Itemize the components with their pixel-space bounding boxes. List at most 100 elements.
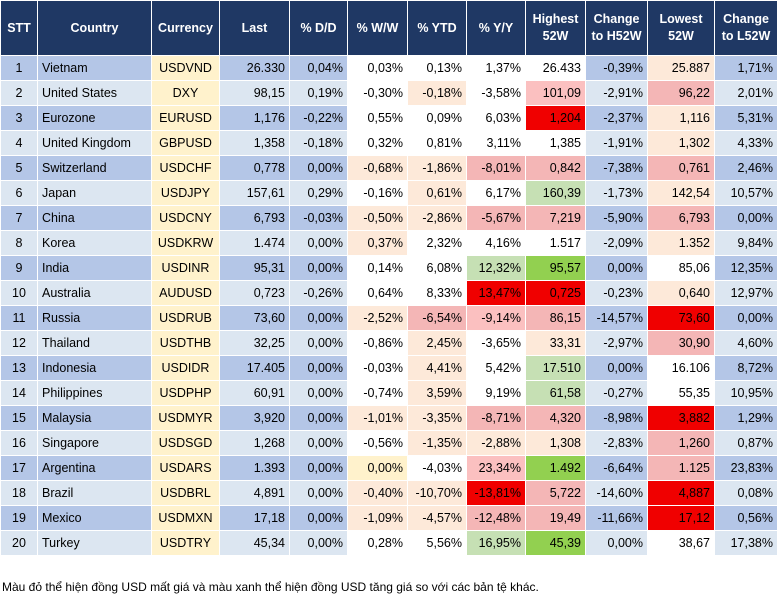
dd-cell: 0,19% [289,80,348,106]
change-h52w-cell: -0,39% [585,55,648,81]
currency-cell: USDBRL [151,480,220,506]
ytd-cell: 8,33% [407,280,467,306]
lowest-52w-cell: 1,260 [647,430,715,456]
yy-cell: -3,65% [466,330,526,356]
last-cell: 17,18 [219,505,290,531]
lowest-52w-cell: 0,761 [647,155,715,181]
ww-cell: 0,00% [347,455,408,481]
ww-cell: -0,68% [347,155,408,181]
yy-cell: -8,71% [466,405,526,431]
dd-cell: 0,00% [289,330,348,356]
stt-cell: 3 [0,105,38,131]
highest-52w-cell: 0,725 [525,280,586,306]
last-cell: 1.393 [219,455,290,481]
col-ww[interactable]: % W/W [347,0,408,56]
ytd-cell: -1,35% [407,430,467,456]
change-l52w-cell: 1,71% [714,55,777,81]
ww-cell: -0,30% [347,80,408,106]
col-ytd[interactable]: % YTD [407,0,467,56]
currency-cell: USDSGD [151,430,220,456]
currency-cell: USDTHB [151,330,220,356]
highest-52w-cell: 86,15 [525,305,586,331]
ytd-cell: 2,45% [407,330,467,356]
ytd-cell: -10,70% [407,480,467,506]
ytd-cell: 0,09% [407,105,467,131]
col-last[interactable]: Last [219,0,290,56]
table-row: 8 Korea USDKRW 1.474 0,00% 0,37% 2,32% 4,16% 1.5… [0,230,777,256]
ytd-cell: 2,32% [407,230,467,256]
ww-cell: -0,40% [347,480,408,506]
yy-cell: 5,42% [466,355,526,381]
table-row: 9 India USDINR 95,31 0,00% 0,14% 6,08% 12,32% 95… [0,255,777,281]
dd-cell: 0,00% [289,480,348,506]
ww-cell: 0,03% [347,55,408,81]
highest-52w-cell: 33,31 [525,330,586,356]
last-cell: 0,778 [219,155,290,181]
lowest-52w-cell: 55,35 [647,380,715,406]
highest-52w-cell: 1.517 [525,230,586,256]
lowest-52w-cell: 1.352 [647,230,715,256]
stt-cell: 13 [0,355,38,381]
header-row: STT Country Currency Last % D/D % W/W % … [0,0,777,56]
col-yy[interactable]: % Y/Y [466,0,526,56]
col-highest-52w[interactable]: Highest 52W [525,0,586,56]
lowest-52w-cell: 25.887 [647,55,715,81]
change-h52w-cell: -11,66% [585,505,648,531]
change-l52w-cell: 0,56% [714,505,777,531]
currency-cell: USDJPY [151,180,220,206]
last-cell: 32,25 [219,330,290,356]
change-l52w-cell: 4,60% [714,330,777,356]
dd-cell: 0,00% [289,530,348,556]
table-row: 1 Vietnam USDVND 26.330 0,04% 0,03% 0,13% 1,37%… [0,55,777,81]
col-lowest-52w[interactable]: Lowest 52W [647,0,715,56]
change-h52w-cell: -6,64% [585,455,648,481]
currency-cell: USDRUB [151,305,220,331]
stt-cell: 9 [0,255,38,281]
stt-cell: 2 [0,80,38,106]
last-cell: 4,891 [219,480,290,506]
ytd-cell: -1,86% [407,155,467,181]
currency-cell: USDMXN [151,505,220,531]
stt-cell: 18 [0,480,38,506]
country-cell: Russia [37,305,152,331]
dd-cell: 0,29% [289,180,348,206]
dd-cell: 0,00% [289,355,348,381]
country-cell: Brazil [37,480,152,506]
col-change-l52w[interactable]: Change to L52W [714,0,777,56]
dd-cell: -0,26% [289,280,348,306]
dd-cell: 0,00% [289,405,348,431]
yy-cell: -13,81% [466,480,526,506]
ww-cell: -1,09% [347,505,408,531]
col-dd[interactable]: % D/D [289,0,348,56]
stt-cell: 14 [0,380,38,406]
stt-cell: 20 [0,530,38,556]
highest-52w-cell: 1,308 [525,430,586,456]
last-cell: 6,793 [219,205,290,231]
highest-52w-cell: 7,219 [525,205,586,231]
table-row: 3 Eurozone EURUSD 1,176 -0,22% 0,55% 0,09% 6,03… [0,105,777,131]
currency-cell: USDMYR [151,405,220,431]
change-h52w-cell: -2,37% [585,105,648,131]
col-stt[interactable]: STT [0,0,38,56]
highest-52w-cell: 95,57 [525,255,586,281]
table-row: 4 United Kingdom GBPUSD 1,358 -0,18% 0,32% 0,8… [0,130,777,156]
dd-cell: 0,00% [289,505,348,531]
change-l52w-cell: 12,35% [714,255,777,281]
col-change-h52w[interactable]: Change to H52W [585,0,648,56]
ww-cell: -0,86% [347,330,408,356]
ww-cell: -0,74% [347,380,408,406]
yy-cell: 23,34% [466,455,526,481]
lowest-52w-cell: 85,06 [647,255,715,281]
col-currency[interactable]: Currency [151,0,220,56]
ww-cell: 0,32% [347,130,408,156]
lowest-52w-cell: 142,54 [647,180,715,206]
lowest-52w-cell: 1.125 [647,455,715,481]
change-h52w-cell: -14,57% [585,305,648,331]
col-country[interactable]: Country [37,0,152,56]
change-h52w-cell: -7,38% [585,155,648,181]
ww-cell: -0,50% [347,205,408,231]
country-cell: China [37,205,152,231]
highest-52w-cell: 0,842 [525,155,586,181]
ytd-cell: 0,13% [407,55,467,81]
currency-cell: USDVND [151,55,220,81]
